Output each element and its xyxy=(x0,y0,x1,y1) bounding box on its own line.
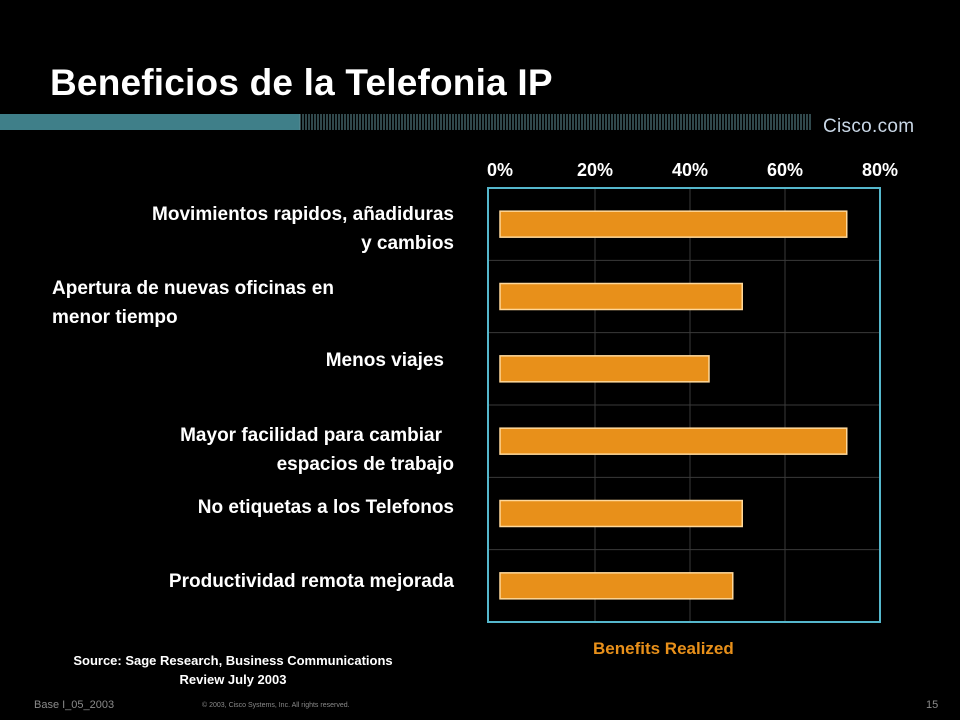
bar-3 xyxy=(499,355,710,383)
header-stripe-band xyxy=(0,114,811,130)
tick-label-80: 80% xyxy=(862,160,898,180)
bar-4 xyxy=(499,427,848,455)
category-label-4: Mayor facilidad para cambiar espacios de… xyxy=(40,421,454,479)
chart-bars xyxy=(499,210,848,600)
category-label-4-line2: espacios de trabajo xyxy=(276,454,454,475)
plot-frame xyxy=(487,187,881,623)
header-stripe-solid xyxy=(0,114,300,130)
bar-5 xyxy=(499,499,743,528)
category-label-6-line1: Productividad remota mejorada xyxy=(168,571,454,592)
category-label-3-line1: Menos viajes xyxy=(325,350,444,371)
tick-label-60: 60% xyxy=(767,160,803,180)
category-label-1-line2: y cambios xyxy=(361,233,454,254)
bar-1 xyxy=(499,210,848,238)
source-citation: Source: Sage Research, Business Communic… xyxy=(28,651,438,689)
tick-label-0: 0% xyxy=(487,160,513,180)
slide-title: Beneficios de la Telefonia IP xyxy=(50,62,553,103)
category-label-3: Menos viajes xyxy=(200,346,444,375)
tick-label-20: 20% xyxy=(577,160,613,180)
category-label-2-line1: Apertura de nuevas oficinas en xyxy=(52,278,334,299)
x-axis-label: Benefits Realized xyxy=(593,639,734,658)
category-label-4-line1: Mayor facilidad para cambiar xyxy=(180,425,442,446)
source-line-1: Source: Sage Research, Business Communic… xyxy=(73,653,393,668)
category-label-1-line1: Movimientos rapidos, añadiduras xyxy=(152,204,454,225)
header-stripe-lines xyxy=(299,114,811,130)
bar-6 xyxy=(499,572,734,600)
footer-course-id: Base I_05_2003 xyxy=(34,699,115,711)
tick-label-40: 40% xyxy=(672,160,708,180)
chart-grid xyxy=(488,188,880,622)
category-label-5: No etiquetas a los Telefonos xyxy=(40,493,454,522)
page-number: 15 xyxy=(926,699,939,711)
x-axis-ticks: 0% 20% 40% 60% 80% xyxy=(487,160,898,180)
footer-copyright: © 2003, Cisco Systems, Inc. All rights r… xyxy=(202,702,350,709)
category-label-2: Apertura de nuevas oficinas en menor tie… xyxy=(52,274,334,332)
category-label-1: Movimientos rapidos, añadiduras y cambio… xyxy=(30,200,454,258)
bar-2 xyxy=(499,282,743,311)
brand-label: Cisco.com xyxy=(823,116,915,137)
category-label-5-line1: No etiquetas a los Telefonos xyxy=(197,497,454,518)
category-label-6: Productividad remota mejorada xyxy=(40,567,454,596)
source-line-2: Review July 2003 xyxy=(179,672,287,687)
category-label-2-line2: menor tiempo xyxy=(52,307,178,328)
